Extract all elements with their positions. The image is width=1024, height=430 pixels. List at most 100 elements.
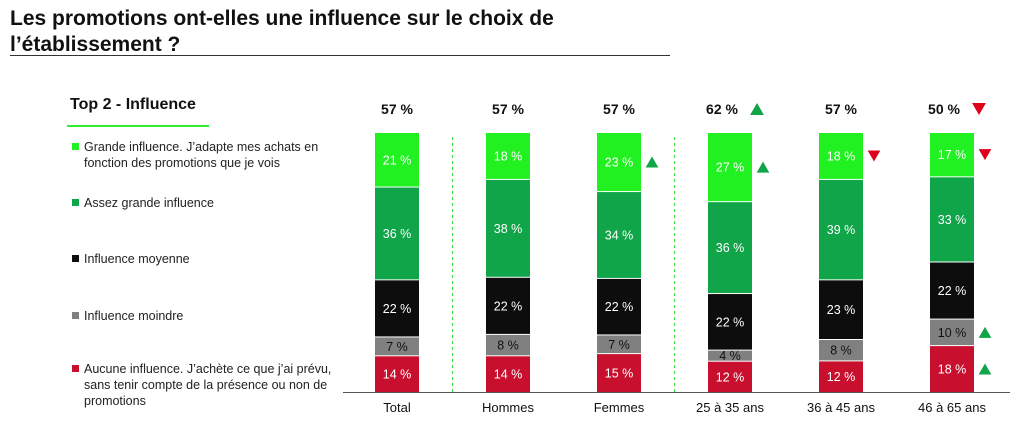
bar-segment-femmes-assez-grande-influence	[597, 192, 641, 278]
bar-segment-25-a-35-ans-influence-moyenne	[708, 294, 752, 350]
data-label-hommes-grande-influence-j-adapt: 18 %	[494, 149, 523, 163]
legend-item-assez-grande-influence: Assez grande influence	[72, 195, 352, 211]
top2-label-hommes: 57 %	[492, 101, 524, 117]
top2-label-femmes: 57 %	[603, 101, 635, 117]
legend-swatch-grande-influence	[72, 143, 79, 150]
legend-swatch-influence-moyenne	[72, 255, 79, 262]
data-label-total-influence-moyenne: 22 %	[383, 302, 412, 316]
data-label-hommes-aucune-influence-j-achet: 14 %	[494, 368, 523, 382]
data-label-46-a-65-ans-assez-grande-influence: 33 %	[938, 213, 967, 227]
marker-up-46-a-65-ans-influence-moindre-icon	[978, 326, 992, 338]
bar-segment-hommes-assez-grande-influence	[486, 179, 530, 277]
legend-swatch-assez-grande-influence	[72, 199, 79, 206]
data-label-25-a-35-ans-assez-grande-influence: 36 %	[716, 241, 745, 255]
marker-up-46-a-65-ans-aucune-influence-j-achet-icon	[978, 363, 992, 375]
data-label-femmes-assez-grande-influence: 34 %	[605, 228, 634, 242]
legend-title: Top 2 - Influence	[70, 96, 196, 113]
data-label-total-aucune-influence-j-achet: 14 %	[383, 368, 412, 382]
data-label-hommes-influence-moyenne: 22 %	[494, 299, 523, 313]
data-label-25-a-35-ans-influence-moindre: 4 %	[719, 349, 741, 363]
bar-segment-femmes-grande-influence-j-adapt	[597, 133, 641, 192]
bar-segment-total-grande-influence-j-adapt	[375, 133, 419, 187]
category-label-hommes: Hommes	[482, 400, 535, 415]
marker-down-36-a-45-ans-grande-influence-j-adapt-icon	[867, 150, 881, 162]
bar-segment-25-a-35-ans-assez-grande-influence	[708, 202, 752, 294]
top2-marker-down-46-a-65-ans-icon	[972, 103, 986, 115]
category-label-36-a-45-ans: 36 à 45 ans	[807, 400, 875, 415]
data-label-25-a-35-ans-influence-moyenne: 22 %	[716, 315, 745, 329]
marker-up-femmes-grande-influence-j-adapt-icon	[645, 156, 659, 168]
data-label-femmes-influence-moyenne: 22 %	[605, 300, 634, 314]
bar-segment-total-assez-grande-influence	[375, 187, 419, 280]
bar-segment-femmes-influence-moyenne	[597, 278, 641, 335]
data-label-total-influence-moindre: 7 %	[386, 340, 408, 354]
data-label-36-a-45-ans-assez-grande-influence: 39 %	[827, 223, 856, 237]
bar-segment-36-a-45-ans-aucune-influence-j-achet	[819, 361, 863, 392]
data-label-hommes-influence-moindre: 8 %	[497, 339, 519, 353]
data-label-25-a-35-ans-aucune-influence-j-achet: 12 %	[716, 370, 745, 384]
top2-label-total: 57 %	[381, 101, 413, 117]
category-label-25-a-35-ans: 25 à 35 ans	[696, 400, 764, 415]
data-label-hommes-assez-grande-influence: 38 %	[494, 222, 523, 236]
marker-down-46-a-65-ans-grande-influence-j-adapt-icon	[978, 149, 992, 161]
legend-label-assez-grande-influence: Assez grande influence	[84, 196, 214, 210]
legend-label-grande-influence: Grande influence. J’adapte mes achats en…	[84, 140, 319, 170]
data-label-46-a-65-ans-influence-moindre: 10 %	[938, 326, 967, 340]
data-label-total-grande-influence-j-adapt: 21 %	[383, 153, 412, 167]
data-label-femmes-grande-influence-j-adapt: 23 %	[605, 156, 634, 170]
bar-segment-femmes-influence-moindre	[597, 335, 641, 354]
bar-segment-total-influence-moindre	[375, 337, 419, 356]
bar-segment-25-a-35-ans-grande-influence-j-adapt	[708, 133, 752, 202]
bar-segment-46-a-65-ans-grande-influence-j-adapt	[930, 133, 974, 177]
bar-segment-36-a-45-ans-assez-grande-influence	[819, 179, 863, 280]
legend-title-underline	[67, 125, 209, 127]
page-title: Les promotions ont-elles une influence s…	[10, 6, 670, 58]
top2-label-46-a-65-ans: 50 %	[928, 101, 960, 117]
category-label-femmes: Femmes	[594, 400, 645, 415]
data-label-46-a-65-ans-aucune-influence-j-achet: 18 %	[938, 363, 967, 377]
bar-segment-46-a-65-ans-aucune-influence-j-achet	[930, 346, 974, 392]
top2-label-25-a-35-ans: 62 %	[706, 101, 738, 117]
bar-segment-25-a-35-ans-influence-moindre	[708, 350, 752, 361]
bar-segment-46-a-65-ans-influence-moindre	[930, 319, 974, 346]
bar-segment-total-aucune-influence-j-achet	[375, 356, 419, 392]
bar-segment-hommes-grande-influence-j-adapt	[486, 133, 530, 179]
bar-segment-femmes-aucune-influence-j-achet	[597, 354, 641, 392]
title-line-2: l’établissement ?	[10, 33, 181, 56]
legend-label-aucune-influence: Aucune influence. J’achète ce que j’ai p…	[84, 362, 332, 408]
bar-segment-46-a-65-ans-influence-moyenne	[930, 262, 974, 319]
data-label-36-a-45-ans-influence-moindre: 8 %	[830, 344, 852, 358]
title-line-1: Les promotions ont-elles une influence s…	[10, 7, 554, 30]
bar-segment-hommes-aucune-influence-j-achet	[486, 356, 530, 392]
data-label-total-assez-grande-influence: 36 %	[383, 227, 412, 241]
bar-segment-hommes-influence-moyenne	[486, 277, 530, 334]
data-label-femmes-influence-moindre: 7 %	[608, 338, 630, 352]
bar-segment-25-a-35-ans-aucune-influence-j-achet	[708, 361, 752, 392]
bar-segment-46-a-65-ans-assez-grande-influence	[930, 177, 974, 262]
title-divider	[10, 55, 670, 56]
data-label-36-a-45-ans-grande-influence-j-adapt: 18 %	[827, 149, 856, 163]
legend-swatch-aucune-influence	[72, 365, 79, 372]
data-label-36-a-45-ans-aucune-influence-j-achet: 12 %	[827, 370, 856, 384]
data-label-femmes-aucune-influence-j-achet: 15 %	[605, 367, 634, 381]
legend-swatch-influence-moindre	[72, 312, 79, 319]
bar-segment-total-influence-moyenne	[375, 280, 419, 337]
bar-segment-36-a-45-ans-influence-moindre	[819, 340, 863, 361]
legend-item-influence-moindre: Influence moindre	[72, 308, 352, 324]
data-label-36-a-45-ans-influence-moyenne: 23 %	[827, 303, 856, 317]
legend-item-influence-moyenne: Influence moyenne	[72, 251, 352, 267]
legend-label-influence-moyenne: Influence moyenne	[84, 252, 190, 266]
top2-marker-up-25-a-35-ans-icon	[750, 103, 764, 115]
legend-item-grande-influence: Grande influence. J’adapte mes achats en…	[72, 139, 352, 171]
category-label-total: Total	[383, 400, 411, 415]
category-label-46-a-65-ans: 46 à 65 ans	[918, 400, 986, 415]
marker-up-25-a-35-ans-grande-influence-j-adapt-icon	[756, 161, 770, 173]
bar-segment-36-a-45-ans-grande-influence-j-adapt	[819, 133, 863, 179]
legend-label-influence-moindre: Influence moindre	[84, 309, 184, 323]
data-label-46-a-65-ans-influence-moyenne: 22 %	[938, 284, 967, 298]
top2-label-36-a-45-ans: 57 %	[825, 101, 857, 117]
legend-item-aucune-influence: Aucune influence. J’achète ce que j’ai p…	[72, 361, 347, 409]
data-label-46-a-65-ans-grande-influence-j-adapt: 17 %	[938, 148, 967, 162]
bar-segment-36-a-45-ans-influence-moyenne	[819, 280, 863, 339]
